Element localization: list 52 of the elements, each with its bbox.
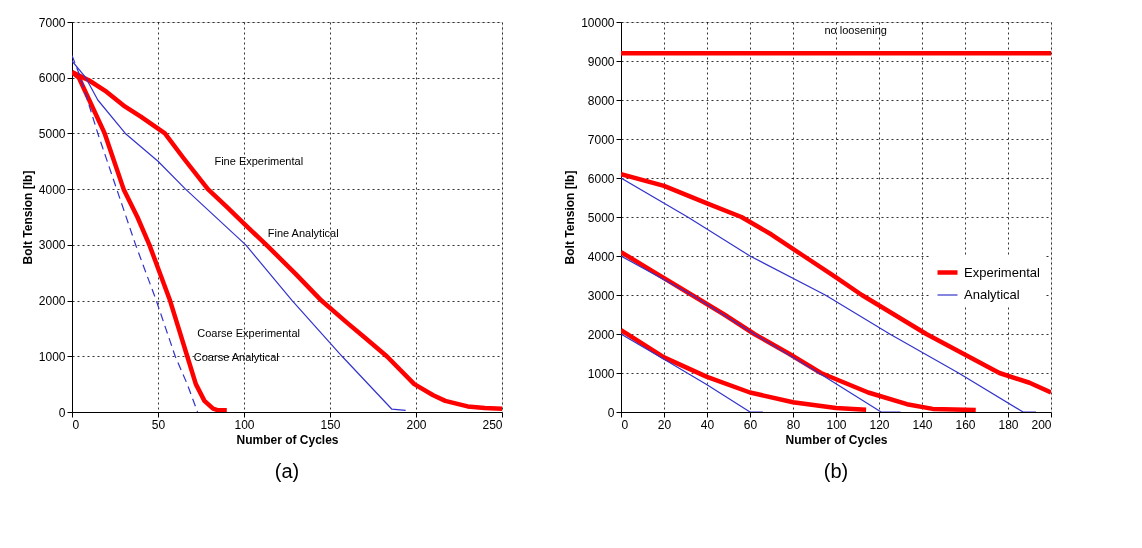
- y-tick-label: 8000: [587, 93, 615, 108]
- line-series: [621, 333, 764, 412]
- x-axis-title: Number of Cycles: [785, 432, 888, 447]
- y-tick-label: 1000: [587, 366, 615, 381]
- y-tick-label: 0: [58, 405, 66, 420]
- x-tick-label: 60: [743, 417, 758, 432]
- y-tick-label: 6000: [38, 71, 66, 86]
- y-axis-title: Bolt Tension [lb]: [20, 170, 35, 265]
- x-axis-title: Number of Cycles: [236, 432, 339, 447]
- x-tick-label: 200: [406, 417, 427, 432]
- y-tick-label: 1000: [38, 349, 66, 364]
- line-series: [621, 327, 869, 412]
- x-tick-label: 50: [151, 417, 166, 432]
- y-tick-label: 0: [607, 405, 615, 420]
- y-tick-label: 5000: [587, 210, 615, 225]
- x-tick-label: 200: [1031, 417, 1052, 432]
- line-series: [621, 255, 902, 412]
- annotation: no loosening: [824, 24, 887, 37]
- x-tick-label: 40: [700, 417, 715, 432]
- annotation: Coarse Experimental: [197, 327, 300, 340]
- x-tick-label: 250: [482, 417, 503, 432]
- y-tick-label: 9000: [587, 54, 615, 69]
- y-tick-label: 2000: [38, 294, 66, 309]
- x-tick-label: 160: [955, 417, 976, 432]
- x-tick-label: 140: [912, 417, 933, 432]
- x-tick-label: 120: [869, 417, 890, 432]
- x-tick-label: 80: [786, 417, 801, 432]
- y-tick-label: 7000: [587, 132, 615, 147]
- y-tick-label: 4000: [587, 249, 615, 264]
- x-tick-label: 100: [826, 417, 847, 432]
- y-tick-label: 3000: [38, 238, 66, 253]
- x-tick-label: 0: [72, 417, 80, 432]
- y-axis-title: Bolt Tension [lb]: [563, 170, 578, 265]
- x-tick-label: 20: [657, 417, 672, 432]
- x-tick-label: 150: [320, 417, 341, 432]
- annotation: Coarse Analytical: [193, 350, 279, 363]
- y-tick-label: 10000: [581, 15, 615, 30]
- legend-label: Analytical: [964, 287, 1020, 302]
- x-tick-label: 180: [998, 417, 1019, 432]
- legend-label: Experimental: [964, 264, 1040, 280]
- y-tick-label: 2000: [587, 327, 615, 342]
- text: (a): [274, 460, 300, 482]
- y-tick-label: 4000: [38, 182, 66, 197]
- annotation: Fine Analytical: [267, 227, 339, 239]
- annotation: Fine Experimental: [214, 154, 304, 167]
- y-tick-label: 7000: [38, 15, 66, 30]
- text: (b): [823, 460, 849, 482]
- y-tick-label: 3000: [587, 288, 615, 303]
- y-tick-label: 6000: [587, 171, 615, 186]
- y-tick-label: 5000: [38, 126, 66, 141]
- x-tick-label: 0: [621, 417, 629, 432]
- x-tick-label: 100: [234, 417, 255, 432]
